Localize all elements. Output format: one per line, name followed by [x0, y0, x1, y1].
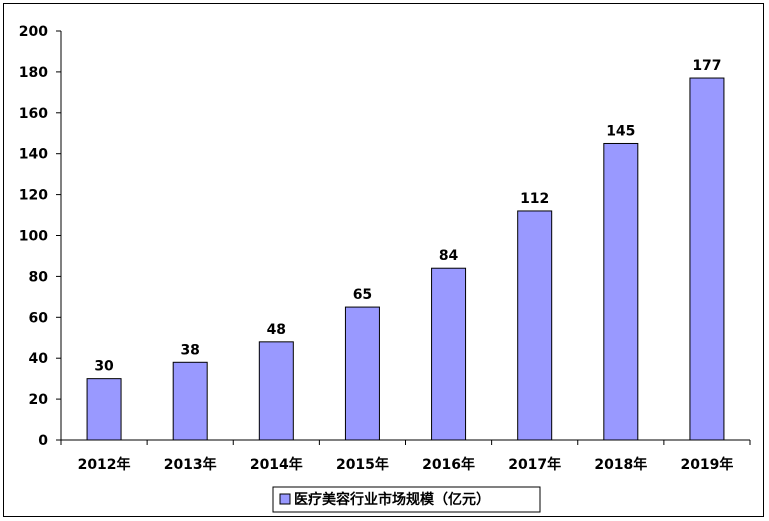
y-tick-label: 100 [19, 229, 48, 245]
bar-value-label: 30 [94, 359, 114, 375]
y-tick-label: 120 [19, 188, 48, 204]
y-tick-label: 200 [19, 24, 48, 40]
x-tick-label: 2018年 [594, 456, 647, 473]
bar [86, 378, 122, 441]
bar [603, 142, 639, 441]
bar [517, 210, 553, 441]
y-axis: 0 20 40 60 80 100 120 140 160 180 200 [19, 24, 62, 449]
bar-value-label: 65 [353, 287, 372, 303]
bar [258, 341, 294, 441]
x-tick-label: 2012年 [78, 456, 131, 473]
bar-value-label: 145 [606, 123, 635, 139]
x-axis: 2012年 2013年 2014年 2015年 2016年 2017年 2018年 2019年 [60, 439, 751, 473]
y-tick-label: 80 [29, 269, 49, 285]
y-tick-label: 180 [19, 65, 48, 81]
bar [431, 267, 467, 441]
data-labels: 30 38 48 65 84 112 145 177 [94, 58, 721, 375]
bar-value-label: 84 [439, 248, 459, 264]
x-tick-label: 2019年 [680, 456, 733, 473]
bar [689, 77, 725, 441]
y-tick-label: 60 [29, 310, 49, 326]
x-tick-label: 2013年 [164, 456, 217, 473]
y-tick-label: 0 [38, 433, 48, 449]
bar-value-label: 112 [520, 191, 549, 207]
x-tick-label: 2015年 [336, 456, 389, 473]
legend-swatch [279, 493, 291, 505]
bar-value-label: 177 [692, 58, 721, 74]
y-tick-label: 20 [29, 392, 49, 408]
y-tick-label: 140 [19, 147, 48, 163]
y-tick-label: 160 [19, 106, 48, 122]
legend-box [272, 486, 541, 513]
legend: 医疗美容行业市场规模（亿元） [272, 486, 541, 513]
legend-label: 医疗美容行业市场规模（亿元） [294, 491, 490, 508]
bar [344, 306, 380, 441]
bar-value-label: 38 [180, 342, 199, 358]
bar [172, 361, 208, 441]
x-tick-label: 2017年 [508, 456, 561, 473]
bars [86, 77, 725, 441]
x-tick-label: 2014年 [250, 456, 303, 473]
y-tick-label: 40 [29, 351, 49, 367]
x-tick-label: 2016年 [422, 456, 475, 473]
bar-value-label: 48 [267, 322, 286, 338]
